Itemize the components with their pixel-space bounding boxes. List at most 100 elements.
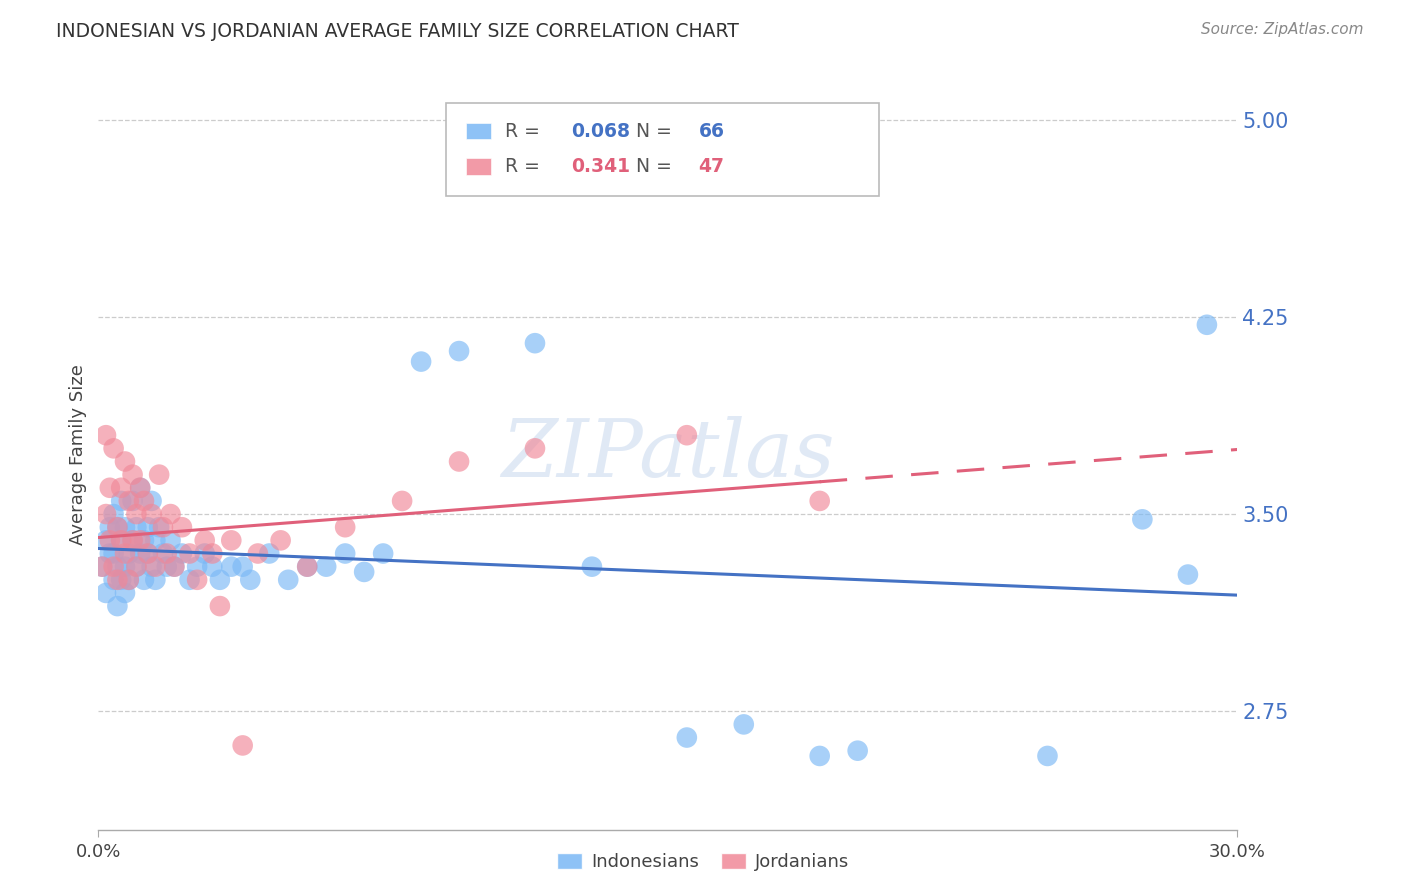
Point	[411, 354, 433, 368]
Point	[371, 547, 394, 561]
Point	[132, 494, 155, 508]
Point	[125, 559, 148, 574]
Point	[94, 428, 117, 442]
Point	[107, 573, 129, 587]
Point	[201, 547, 224, 561]
Point	[114, 454, 136, 468]
Point	[239, 573, 262, 587]
Point	[129, 481, 152, 495]
Point	[353, 565, 375, 579]
Point	[125, 520, 148, 534]
Legend: Indonesians, Jordanians: Indonesians, Jordanians	[550, 846, 856, 879]
FancyBboxPatch shape	[446, 103, 879, 196]
Point	[141, 494, 163, 508]
Point	[114, 586, 136, 600]
Point	[107, 599, 129, 613]
Point	[170, 520, 193, 534]
Point	[148, 467, 170, 482]
Point	[297, 559, 319, 574]
Point	[1195, 318, 1218, 332]
Text: 47: 47	[699, 157, 724, 176]
Point	[129, 533, 152, 548]
Point	[159, 507, 181, 521]
Point	[129, 481, 152, 495]
Point	[118, 573, 141, 587]
Point	[136, 520, 159, 534]
Point	[141, 507, 163, 521]
Point	[335, 547, 357, 561]
Point	[98, 520, 121, 534]
Text: N =: N =	[636, 157, 678, 176]
Point	[110, 573, 132, 587]
Point	[145, 533, 167, 548]
Point	[449, 344, 471, 359]
Point	[91, 559, 114, 574]
Point	[118, 547, 141, 561]
Point	[103, 559, 125, 574]
Point	[129, 547, 152, 561]
FancyBboxPatch shape	[467, 123, 491, 139]
Point	[152, 520, 174, 534]
Point	[163, 559, 186, 574]
Point	[141, 559, 163, 574]
Point	[114, 559, 136, 574]
Point	[103, 442, 125, 456]
Point	[194, 547, 217, 561]
Point	[391, 494, 413, 508]
Point	[1036, 748, 1059, 763]
Text: 66: 66	[699, 121, 724, 141]
Point	[270, 533, 292, 548]
Point	[581, 559, 603, 574]
Point	[98, 533, 121, 548]
Point	[335, 520, 357, 534]
Point	[94, 507, 117, 521]
Point	[103, 507, 125, 521]
Point	[121, 533, 143, 548]
Text: ZIPatlas: ZIPatlas	[501, 417, 835, 493]
Point	[221, 533, 243, 548]
Point	[107, 520, 129, 534]
Point	[148, 520, 170, 534]
Point	[315, 559, 337, 574]
Point	[118, 573, 141, 587]
Point	[145, 559, 167, 574]
Point	[107, 520, 129, 534]
Point	[232, 559, 254, 574]
Point	[107, 559, 129, 574]
Point	[159, 533, 181, 548]
Point	[208, 573, 231, 587]
Point	[259, 547, 281, 561]
Point	[208, 599, 231, 613]
Point	[186, 559, 208, 574]
Point	[125, 559, 148, 574]
Point	[246, 547, 269, 561]
Point	[103, 547, 125, 561]
Point	[232, 739, 254, 753]
Point	[846, 744, 869, 758]
Y-axis label: Average Family Size: Average Family Size	[69, 365, 87, 545]
Point	[524, 442, 547, 456]
Text: 0.341: 0.341	[571, 157, 630, 176]
Point	[733, 717, 755, 731]
Point	[94, 533, 117, 548]
Point	[110, 481, 132, 495]
Point	[132, 573, 155, 587]
Point	[136, 547, 159, 561]
Point	[163, 559, 186, 574]
Point	[103, 573, 125, 587]
Point	[121, 494, 143, 508]
Point	[118, 494, 141, 508]
Text: 0.068: 0.068	[571, 121, 630, 141]
Point	[179, 547, 201, 561]
Point	[156, 559, 179, 574]
Point	[152, 547, 174, 561]
Point	[808, 494, 831, 508]
Point	[201, 559, 224, 574]
Point	[1177, 567, 1199, 582]
Text: R =: R =	[505, 157, 546, 176]
Point	[676, 428, 699, 442]
Point	[676, 731, 699, 745]
Point	[114, 520, 136, 534]
Point	[110, 533, 132, 548]
Point	[110, 494, 132, 508]
